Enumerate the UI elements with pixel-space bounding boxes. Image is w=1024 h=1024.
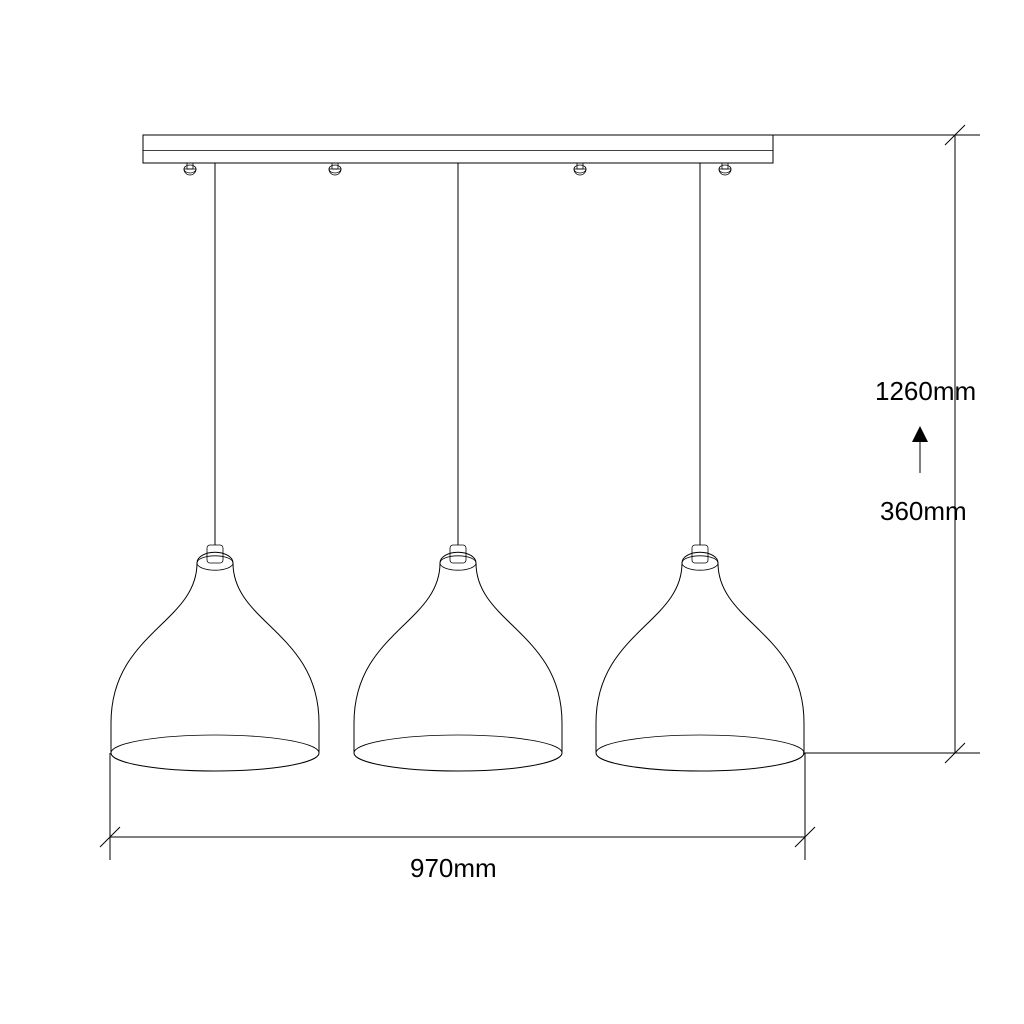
pendant: [354, 163, 562, 771]
dimension-width: 970mm: [100, 753, 815, 883]
pendant-group: [111, 163, 804, 771]
pendant: [596, 163, 804, 771]
up-arrow-icon: [912, 426, 928, 473]
dimension-height: 1260mm 360mm: [773, 125, 980, 763]
dimension-width-label: 970mm: [410, 853, 497, 883]
pendant: [111, 163, 319, 771]
pendant-light-dimension-drawing: 970mm 1260mm 360mm: [0, 0, 1024, 1024]
dimension-height-max-label: 1260mm: [875, 376, 976, 406]
dimension-height-min-label: 360mm: [880, 496, 967, 526]
